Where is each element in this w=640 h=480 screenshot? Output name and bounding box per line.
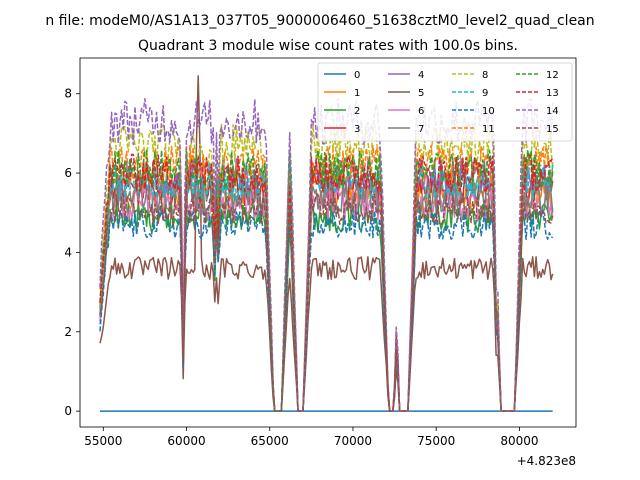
legend-label-6: 6 <box>418 106 424 117</box>
x-axis: 55000 60000 65000 70000 75000 80000 <box>84 427 539 448</box>
legend-label-3: 3 <box>354 124 360 135</box>
legend-label-7: 7 <box>418 124 424 135</box>
x-offset-label: +4.823e8 <box>517 454 576 468</box>
y-tick-label: 8 <box>64 87 72 101</box>
legend-label-14: 14 <box>546 106 559 117</box>
legend-label-4: 4 <box>418 70 424 81</box>
x-tick-label: 65000 <box>251 434 289 448</box>
legend-label-8: 8 <box>482 70 488 81</box>
x-tick-label: 60000 <box>167 434 205 448</box>
x-tick-label: 80000 <box>500 434 538 448</box>
chart-title: Quadrant 3 module wise count rates with … <box>138 38 518 54</box>
x-tick-label: 55000 <box>84 434 122 448</box>
legend-label-10: 10 <box>482 106 495 117</box>
legend-label-1: 1 <box>354 88 360 99</box>
x-tick-label: 75000 <box>417 434 455 448</box>
y-tick-label: 4 <box>64 245 72 259</box>
y-tick-label: 2 <box>64 325 72 339</box>
legend-label-15: 15 <box>546 124 559 135</box>
legend-label-9: 9 <box>482 88 488 99</box>
y-tick-label: 0 <box>64 404 72 418</box>
figure-suptitle: n file: modeM0/AS1A13_037T05_9000006460_… <box>45 13 594 29</box>
series-layer <box>99 75 554 412</box>
legend-label-5: 5 <box>418 88 424 99</box>
series-line-13 <box>99 153 554 412</box>
legend-box <box>317 62 573 142</box>
legend-label-11: 11 <box>482 124 495 135</box>
plot-frame <box>79 57 577 428</box>
legend-label-13: 13 <box>546 88 559 99</box>
series-line-2 <box>99 200 554 412</box>
series-line-10 <box>99 209 554 412</box>
series-line-8 <box>99 123 554 412</box>
legend-label-2: 2 <box>354 106 360 117</box>
series-line-12 <box>99 149 554 412</box>
y-tick-label: 6 <box>64 166 72 180</box>
series-line-15 <box>99 192 554 412</box>
series-line-9 <box>99 161 554 412</box>
legend-label-12: 12 <box>546 70 559 81</box>
x-tick-label: 70000 <box>334 434 372 448</box>
y-axis: 0 2 4 6 8 <box>64 87 80 418</box>
series-line-5 <box>99 75 554 412</box>
legend-label-0: 0 <box>354 70 360 81</box>
